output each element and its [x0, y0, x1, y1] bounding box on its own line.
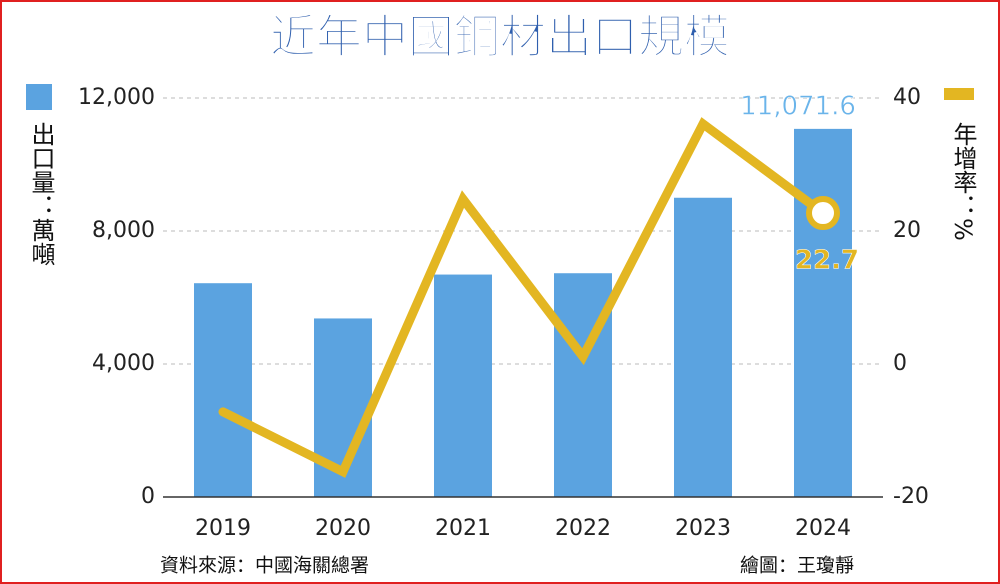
- x-tick-label: 2022: [555, 516, 611, 541]
- y2-axis-label: 年增率：%: [949, 122, 977, 241]
- y2-tick-label: -20: [893, 484, 929, 509]
- y-tick-label: 0: [141, 484, 155, 509]
- y-tick-label: 4,000: [92, 351, 155, 376]
- bar: [674, 197, 732, 497]
- source: 資料來源：中國海關總署: [160, 555, 369, 577]
- bar: [434, 274, 492, 497]
- x-tick-label: 2019: [195, 516, 251, 541]
- y2-tick-label: 20: [893, 218, 921, 243]
- chart-title: 近年中國鋼材出口規模: [270, 10, 730, 64]
- x-tick-label: 2020: [315, 516, 371, 541]
- x-tick-label: 2021: [435, 516, 491, 541]
- x-tick-label: 2023: [675, 516, 731, 541]
- line-value-label: 22.7: [795, 246, 859, 276]
- y-axis-label: 出口量：萬噸: [27, 122, 55, 266]
- legend-swatch: [944, 88, 974, 100]
- y2-tick-label: 0: [893, 351, 907, 376]
- y-tick-label: 12,000: [78, 85, 155, 110]
- y-tick-label: 8,000: [92, 218, 155, 243]
- line-point: [806, 196, 840, 231]
- bar-value-label: 11,071.6: [740, 91, 856, 121]
- bar: [554, 273, 612, 497]
- line: [218, 117, 828, 478]
- bar: [194, 283, 252, 497]
- x-tick-label: 2024: [795, 516, 851, 541]
- credit: 繪圖：王瓊靜: [740, 555, 854, 577]
- legend-swatch: [26, 84, 52, 110]
- y2-tick-label: 40: [893, 85, 921, 110]
- bar: [794, 128, 852, 497]
